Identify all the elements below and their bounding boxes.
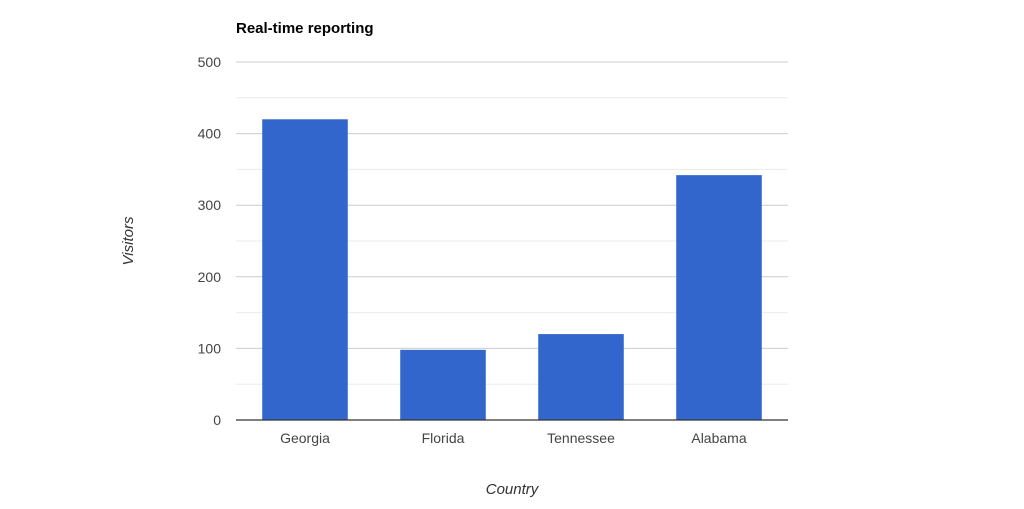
x-tick-label: Alabama [691,430,746,446]
x-axis-ticks: Georgia Florida Tennessee Alabama [280,430,747,446]
y-tick-label: 300 [198,197,222,213]
x-axis-title: Country [486,481,540,498]
y-axis-ticks: 0 100 200 300 400 500 [198,54,222,428]
bar-alabama [676,175,762,420]
x-tick-label: Florida [422,430,465,446]
chart-title: Real-time reporting [236,20,374,37]
bar-tennessee [538,334,624,420]
bar-georgia [262,119,348,420]
y-tick-label: 400 [198,126,222,142]
bars [262,119,762,420]
x-tick-label: Georgia [280,430,330,446]
y-tick-label: 100 [198,340,222,356]
y-tick-label: 500 [198,54,222,70]
y-tick-label: 0 [213,412,221,428]
x-tick-label: Tennessee [547,430,615,446]
bar-florida [400,349,486,420]
y-axis-title: Visitors [120,216,137,265]
y-tick-label: 200 [198,269,222,285]
